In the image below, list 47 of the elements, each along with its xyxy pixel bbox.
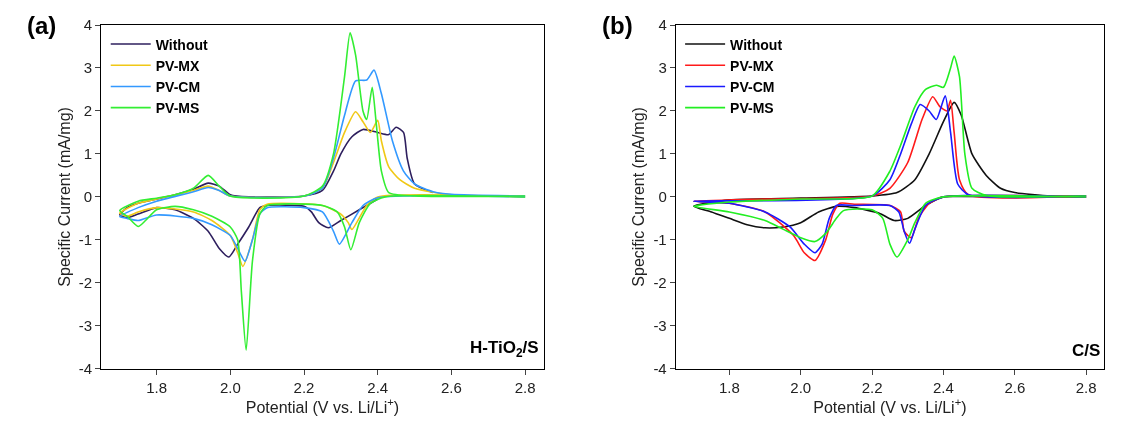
x-tick-label: 2.2	[293, 378, 315, 396]
y-axis-title: Specific Current (mA/mg)	[55, 107, 73, 287]
y-tick-label: 0	[658, 188, 667, 206]
legend-label: PV-CM	[155, 78, 201, 95]
y-tick-label: 4	[83, 16, 93, 34]
legend-label: Without	[155, 36, 209, 53]
legend-label: PV-MS	[155, 100, 200, 117]
y-tick-label: 2	[658, 102, 667, 120]
y-axis-title: Specific Current (mA/mg)	[630, 107, 648, 287]
text: (a)	[27, 12, 57, 39]
y-tick-label: 3	[83, 59, 93, 77]
x-tick-label: 1.8	[146, 378, 168, 396]
y-tick-label: -1	[78, 231, 93, 249]
x-axis-title: Potential (V vs. Li/Li$^{+}$)	[813, 395, 967, 416]
y-tick-label: -2	[78, 274, 93, 292]
x-tick-label: 2.4	[367, 378, 389, 396]
y-tick-label: -1	[653, 231, 667, 249]
y-tick-label: -3	[78, 317, 93, 335]
y-tick-label: -2	[653, 274, 667, 292]
y-tick-label: 1	[83, 145, 93, 163]
x-tick-label: 2.0	[219, 378, 241, 396]
legend-label: PV-MX	[730, 57, 775, 74]
legend-label: PV-MX	[155, 57, 200, 74]
text: (b)	[602, 12, 633, 39]
legend-label: PV-MS	[730, 100, 774, 117]
y-tick-label: 4	[658, 16, 667, 34]
y-tick-label: 1	[658, 145, 667, 163]
legend-label: PV-CM	[730, 78, 775, 95]
y-tick-label: 3	[658, 59, 667, 77]
y-tick-label: -4	[78, 359, 93, 377]
x-axis-title: Potential (V vs. Li/Li$^{+}$)	[245, 395, 400, 416]
y-tick-label: 2	[83, 102, 93, 120]
x-tick-label: 1.8	[718, 378, 740, 396]
legend-label: Without	[730, 36, 783, 53]
y-tick-label: -4	[653, 359, 667, 377]
x-tick-label: 2.8	[1075, 378, 1097, 396]
annotation: H-TiO$_{2}$/S	[470, 338, 539, 360]
x-tick-label: 2.8	[514, 378, 536, 396]
annotation: C/S	[1072, 341, 1101, 360]
y-tick-label: -3	[653, 317, 667, 335]
x-tick-label: 2.4	[933, 378, 954, 396]
line-series	[692, 55, 1087, 258]
x-tick-label: 2.2	[861, 378, 883, 396]
x-tick-label: 2.6	[441, 378, 462, 396]
y-tick-label: 0	[83, 188, 93, 206]
x-tick-label: 2.6	[1004, 378, 1026, 396]
x-tick-label: 2.0	[790, 378, 812, 396]
